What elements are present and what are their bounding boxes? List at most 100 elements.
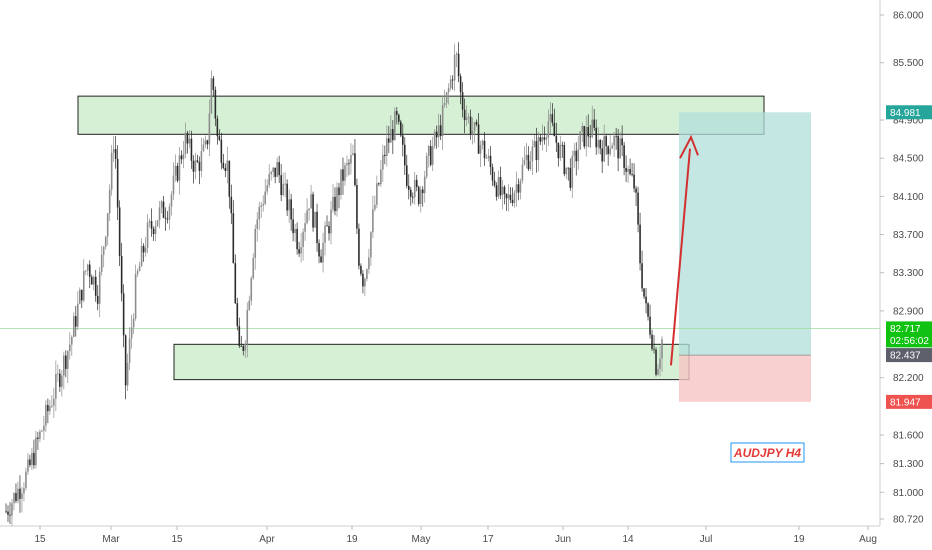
candle-body xyxy=(74,316,77,327)
price-tick-label: 84.900 xyxy=(893,116,924,127)
candle-body xyxy=(386,138,388,157)
candle-body xyxy=(649,316,651,335)
candle-body xyxy=(398,114,400,122)
candle-body xyxy=(561,144,564,146)
candle-body xyxy=(575,150,578,162)
candle-body xyxy=(577,149,580,162)
candle-body xyxy=(419,189,422,204)
candle-body xyxy=(198,161,201,171)
candle-body xyxy=(322,242,324,263)
candle-body xyxy=(212,78,215,90)
candle-body xyxy=(98,271,101,304)
candle-body xyxy=(599,140,601,149)
candle-body xyxy=(651,334,653,349)
candle-body xyxy=(563,144,566,175)
candle-body xyxy=(114,149,117,159)
candle-body xyxy=(324,225,326,243)
candle-body xyxy=(503,186,506,195)
candle-body xyxy=(597,140,599,148)
candle-body xyxy=(338,187,340,196)
candle-body xyxy=(59,373,61,387)
price-tick-label: 86.000 xyxy=(893,11,924,22)
candle-body xyxy=(619,138,621,159)
candle-body xyxy=(342,169,344,181)
candle-body xyxy=(425,155,428,177)
candle-body xyxy=(168,206,171,220)
time-tick-label: Jul xyxy=(700,534,713,545)
candle-body xyxy=(523,159,526,165)
price-tick-label: 81.300 xyxy=(893,459,924,470)
candle-body xyxy=(13,493,15,504)
price-tag-label: 82.437 xyxy=(890,351,921,362)
candle-body xyxy=(565,167,568,175)
candle-body xyxy=(120,255,123,294)
candle-body xyxy=(539,137,542,142)
candle-body xyxy=(150,221,153,229)
candle-body xyxy=(49,406,51,412)
candle-body xyxy=(403,144,406,166)
candle-body xyxy=(607,146,609,155)
time-tick-label: Jun xyxy=(555,534,571,545)
price-tick-label: 84.100 xyxy=(893,192,924,203)
candle-body xyxy=(9,514,11,516)
candle-body xyxy=(571,155,574,188)
candle-body xyxy=(184,132,187,155)
candle-body xyxy=(308,208,310,211)
candle-body xyxy=(182,154,185,160)
time-tick-label: 15 xyxy=(34,534,46,545)
candle-body xyxy=(328,226,330,234)
price-tag-label: 84.981 xyxy=(890,108,921,119)
candle-body xyxy=(110,152,113,190)
price-tag-label: 82.717 xyxy=(890,324,921,335)
candle-body xyxy=(661,339,663,359)
price-tick-label: 85.500 xyxy=(893,58,924,69)
candle-body xyxy=(284,183,286,185)
candle-body xyxy=(166,218,169,220)
candle-body xyxy=(625,167,627,172)
candle-body xyxy=(238,326,241,347)
candle-body xyxy=(378,183,380,185)
candle-body xyxy=(5,511,7,513)
candle-body xyxy=(258,206,261,220)
candle-body xyxy=(605,136,607,147)
candle-body xyxy=(429,146,432,165)
candle-body xyxy=(431,145,434,165)
candle-body xyxy=(615,135,617,137)
candle-body xyxy=(188,138,191,144)
candle-body xyxy=(372,209,374,233)
candle-body xyxy=(573,150,576,156)
candle-body xyxy=(15,493,17,501)
price-tick-label: 82.900 xyxy=(893,306,924,317)
candle-body xyxy=(405,165,408,186)
candle-body xyxy=(489,155,492,168)
candle-body xyxy=(366,269,368,279)
candle-body xyxy=(513,192,516,204)
candle-body xyxy=(334,196,336,212)
time-tick-label: May xyxy=(412,534,431,545)
candle-body xyxy=(647,303,649,317)
candle-body xyxy=(348,163,350,165)
candle-body xyxy=(104,236,107,247)
candle-body xyxy=(374,204,376,210)
candle-body xyxy=(495,185,498,197)
candle-body xyxy=(445,92,448,104)
candle-body xyxy=(230,196,233,214)
time-tick-label: 17 xyxy=(482,534,494,545)
candle-body xyxy=(613,135,615,146)
symbol-label: AUDJPY H4 xyxy=(733,446,801,460)
candle-body xyxy=(35,437,37,466)
candle-body xyxy=(635,188,637,193)
candle-body xyxy=(19,488,21,499)
candle-body xyxy=(394,111,396,141)
candle-body xyxy=(138,266,141,272)
candle-body xyxy=(236,303,239,327)
candle-body xyxy=(543,137,546,140)
candle-body xyxy=(473,122,476,131)
candle-body xyxy=(388,138,390,143)
candle-body xyxy=(621,138,623,146)
price-tick-label: 82.200 xyxy=(893,373,924,384)
candle-body xyxy=(447,88,450,93)
